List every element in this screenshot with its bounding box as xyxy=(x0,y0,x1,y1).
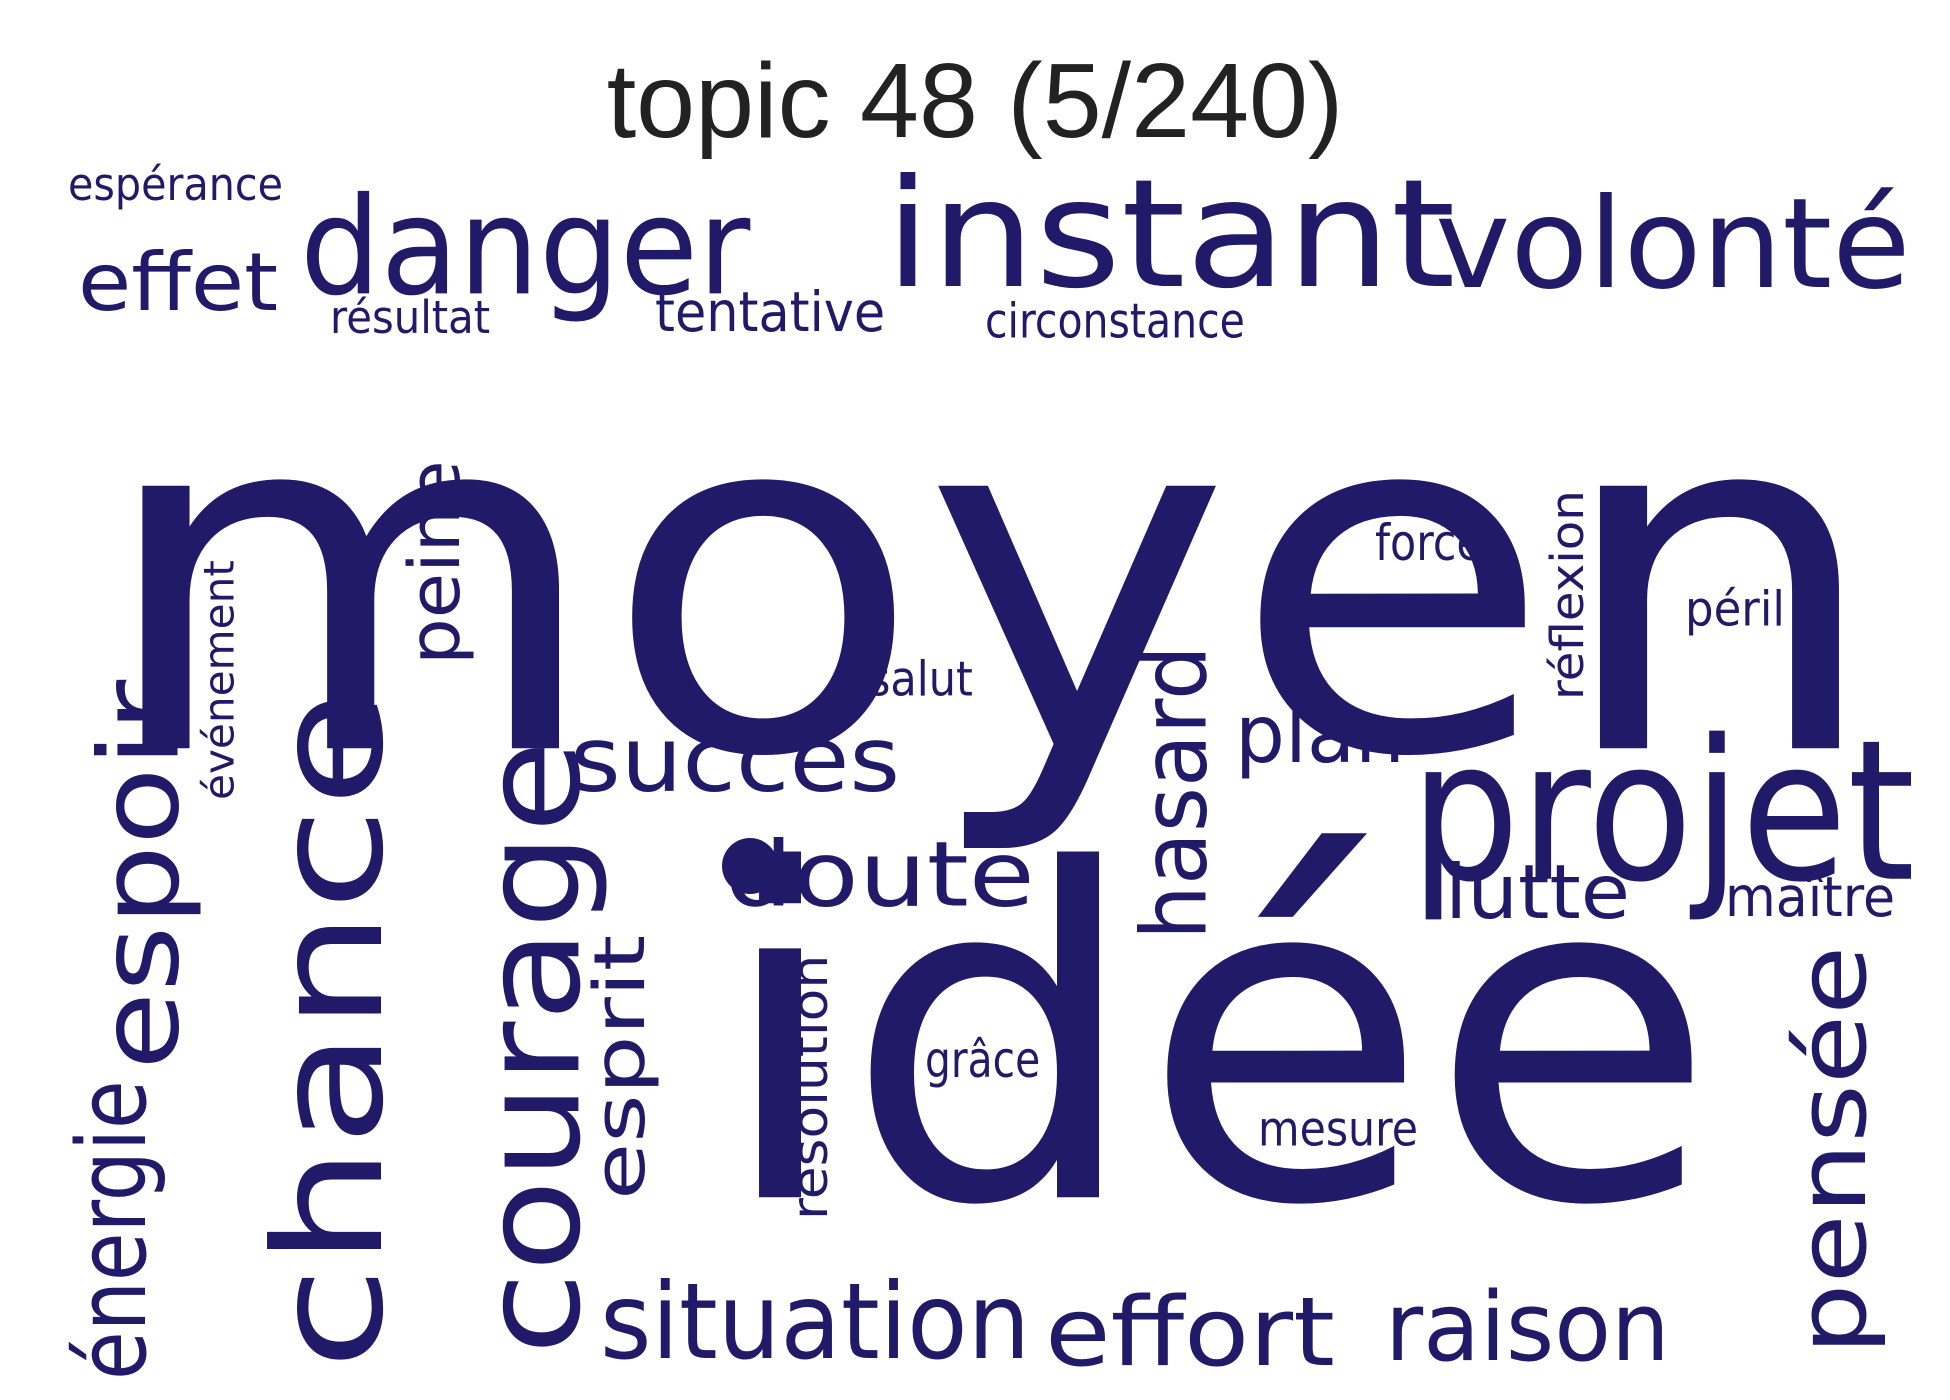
cloud-word: chance xyxy=(241,690,418,1370)
cloud-word: peine xyxy=(393,460,476,665)
cloud-word: réflexion xyxy=(1540,490,1594,700)
cloud-word: espoir xyxy=(75,679,204,1070)
cloud-word: énergie xyxy=(56,1080,168,1380)
cloud-word: circonstance xyxy=(985,292,1245,349)
cloud-word: pensée xyxy=(1776,945,1888,1355)
cloud-word: résultat xyxy=(330,290,491,344)
cloud-word: situation xyxy=(600,1260,1031,1384)
cloud-word: esprit xyxy=(578,934,661,1200)
figure-title: topic 48 (5/240) xyxy=(606,42,1344,160)
cloud-word: lutte xyxy=(1445,848,1631,936)
cloud-word: effet xyxy=(78,235,279,330)
cloud-word: événement xyxy=(194,560,244,800)
cloud-word: forces xyxy=(1375,513,1505,572)
cloud-word: moyen xyxy=(95,301,1884,864)
cloud-word: plan xyxy=(1235,687,1405,782)
cloud-word: succès xyxy=(570,706,901,813)
cloud-word: raison xyxy=(1385,1271,1670,1383)
cloud-word: instant xyxy=(885,146,1456,322)
cloud-word: maître xyxy=(1725,865,1896,930)
cloud-word: effort xyxy=(1045,1276,1335,1388)
cloud-word: projet xyxy=(1410,697,1916,926)
cloud-word: danger xyxy=(300,167,751,326)
cloud-word: espérance xyxy=(68,157,283,211)
cloud-word: péril xyxy=(1685,580,1785,637)
cloud-word: idée xyxy=(715,774,1717,1307)
cloud-word: hasard xyxy=(1121,645,1228,940)
cloud-word: mesure xyxy=(1258,1100,1418,1157)
cloud-word: résolution xyxy=(780,954,840,1220)
cloud-word: tentative xyxy=(655,280,886,345)
cloud-word: grâce xyxy=(925,1030,1041,1089)
cloud-word: salut xyxy=(868,650,973,707)
dot-mark xyxy=(722,838,778,894)
cloud-word: volonté xyxy=(1435,170,1911,317)
